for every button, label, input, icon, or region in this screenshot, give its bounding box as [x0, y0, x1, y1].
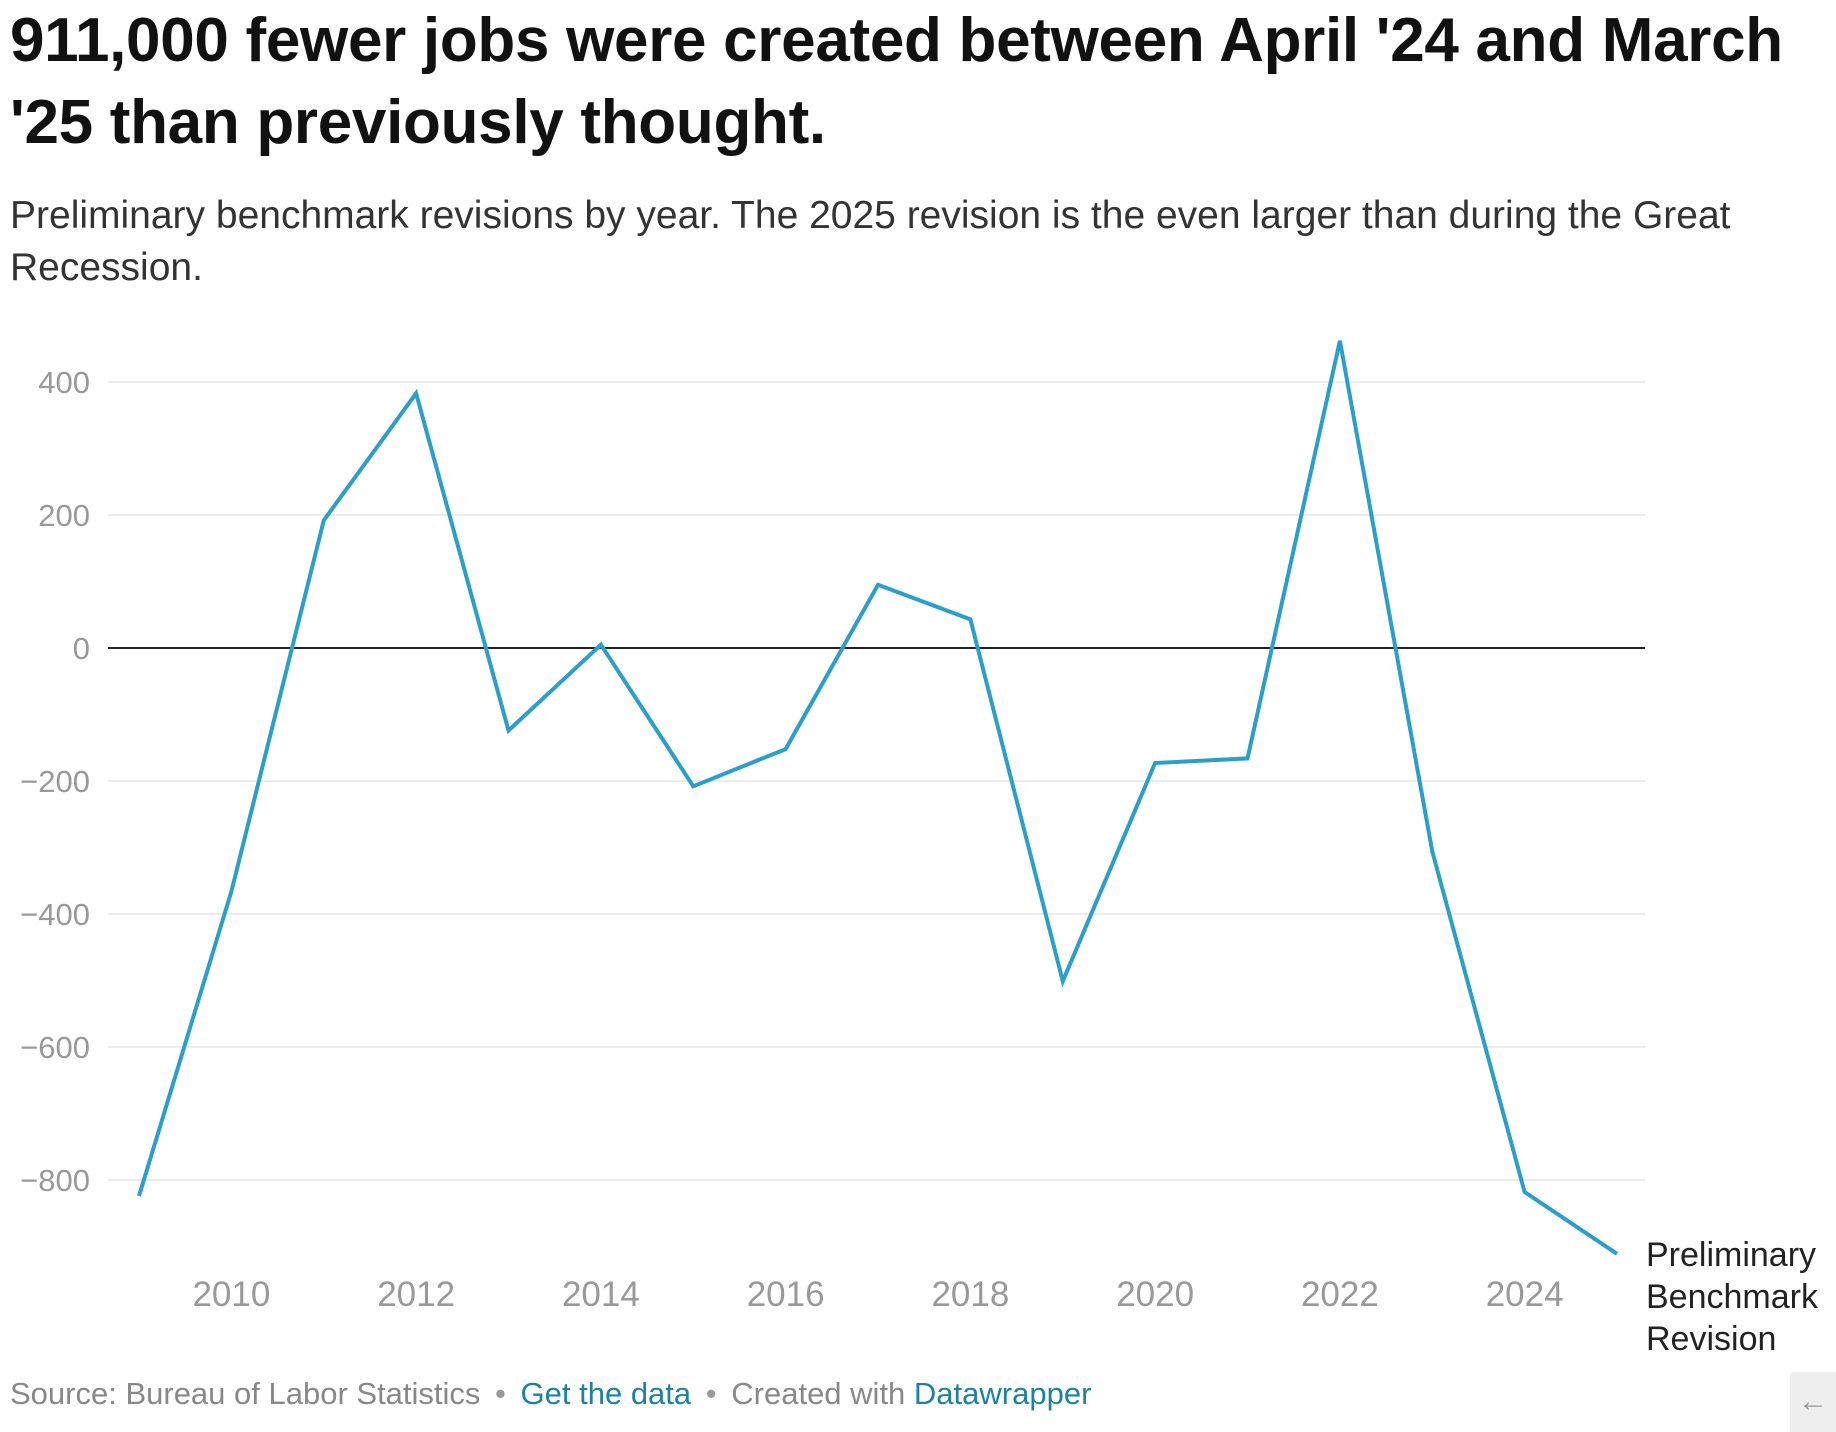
data-point — [507, 729, 511, 733]
chart-title: 911,000 fewer jobs were created between … — [10, 6, 1783, 157]
data-point — [1153, 761, 1157, 765]
data-point — [322, 518, 326, 522]
series-label-line: Benchmark — [1646, 1278, 1819, 1316]
data-point — [968, 617, 972, 621]
series-label-line: Preliminary — [1646, 1236, 1816, 1274]
y-tick-label: −600 — [20, 1030, 90, 1065]
x-tick-label: 2010 — [192, 1275, 270, 1314]
datawrapper-link[interactable]: Datawrapper — [913, 1376, 1092, 1411]
y-tick-label: −200 — [20, 764, 90, 799]
data-point — [1615, 1252, 1619, 1256]
data-point — [414, 391, 418, 395]
x-tick-label: 2016 — [747, 1275, 825, 1314]
y-tick-label: 400 — [38, 365, 90, 400]
x-tick-label: 2024 — [1486, 1275, 1564, 1314]
series-labels: Preliminary Benchmark Revision — [1646, 1236, 1819, 1358]
x-tick-label: 2020 — [1116, 1275, 1194, 1314]
series-label: Preliminary Benchmark Revision — [1646, 1236, 1819, 1358]
data-point — [784, 747, 788, 751]
data-point — [1338, 339, 1342, 343]
arrow-left-icon[interactable]: ← — [1790, 1372, 1836, 1432]
series-line — [137, 340, 1619, 1256]
x-axis-ticks: 2010 2012 2014 2016 2018 2020 2022 2024 — [192, 1275, 1563, 1314]
y-tick-label: −400 — [20, 897, 90, 932]
y-tick-label: 0 — [73, 631, 90, 666]
data-point — [1523, 1190, 1527, 1194]
line-chart: 400 200 0 −200 −400 −600 −800 2010 2012 2014 2016… — [20, 339, 1819, 1358]
data-point — [137, 1194, 141, 1198]
y-axis-ticks: 400 200 0 −200 −400 −600 −800 — [20, 365, 90, 1198]
series-label-line: Revision — [1646, 1320, 1776, 1358]
data-point — [599, 643, 603, 647]
data-point — [1430, 850, 1434, 854]
source-note: Source: Bureau of Labor Statistics — [10, 1376, 481, 1411]
data-point — [1061, 979, 1065, 983]
x-tick-label: 2018 — [931, 1275, 1009, 1314]
data-point — [229, 889, 233, 893]
y-tick-label: −800 — [20, 1163, 90, 1198]
get-data-link[interactable]: Get the data — [520, 1376, 692, 1411]
chart-footer: Source: Bureau of Labor Statistics • Get… — [10, 1374, 1091, 1414]
x-tick-label: 2022 — [1301, 1275, 1379, 1314]
series-group — [137, 339, 1619, 1256]
y-tick-label: 200 — [38, 498, 90, 533]
footer-separator: • — [705, 1376, 717, 1411]
created-with-text: Created with — [731, 1376, 906, 1411]
chart-subtitle: Preliminary benchmark revisions by year.… — [10, 194, 1731, 289]
x-tick-label: 2014 — [562, 1275, 640, 1314]
data-point — [691, 784, 695, 788]
footer-separator: • — [495, 1376, 506, 1411]
grid-lines — [108, 381, 1645, 1181]
data-point — [876, 583, 880, 587]
data-point — [1246, 756, 1250, 760]
x-tick-label: 2012 — [377, 1275, 455, 1314]
